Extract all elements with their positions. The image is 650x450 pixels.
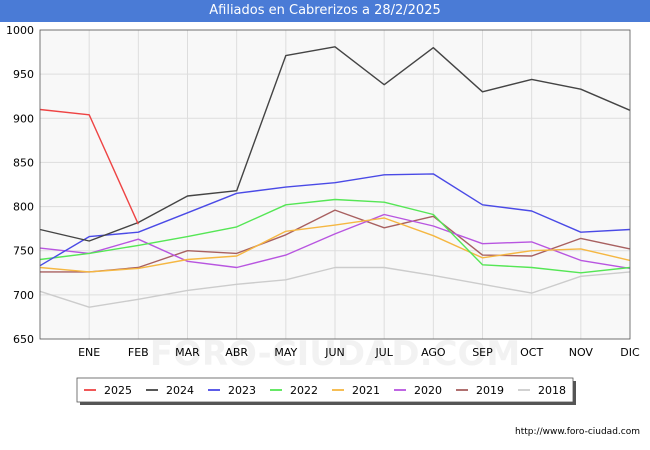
x-tick-label: FEB [128,346,149,359]
legend-label-2023: 2023 [228,384,256,397]
series-line-2018 [39,266,631,308]
y-tick-label: 950 [13,68,34,81]
x-tick-label: MAR [175,346,200,359]
x-tick-label: JUL [374,346,393,359]
legend-label-2024: 2024 [166,384,194,397]
y-tick-label: 850 [13,156,34,169]
x-tick-label: ABR [225,346,248,359]
y-tick-label: 900 [13,112,34,125]
x-tick-label: MAY [274,346,297,359]
series-line-2022 [39,198,631,274]
series-line-2020 [39,213,631,270]
chart-title: Afiliados en Cabrerizos a 28/2/2025 [0,0,650,22]
series-group [39,46,631,308]
legend-label-2018: 2018 [538,384,566,397]
watermark: FORO-CIUDAD.COM [150,334,521,374]
x-axis: ENE FEB MAR ABR MAY JUN JUL AGO SEP OCT NOV DIC [78,346,640,359]
source-url[interactable]: http://www.foro-ciudad.com [515,427,640,437]
y-tick-label: 700 [13,289,34,302]
x-tick-label: JUN [324,346,345,359]
x-tick-label: AGO [421,346,446,359]
legend-label-2022: 2022 [290,384,318,397]
legend-box [76,377,574,403]
legend-label-2025: 2025 [104,384,132,397]
x-tick-label: SEP [472,346,493,359]
legend-label-2021: 2021 [352,384,380,397]
y-tick-label: 650 [13,333,34,346]
legend-label-2020: 2020 [414,384,442,397]
y-tick-label: 800 [13,201,34,214]
x-tick-label: NOV [569,346,594,359]
x-tick-label: ENE [78,346,100,359]
y-axis: 650 700 750 800 850 900 950 1000 [6,24,34,346]
series-line-2023 [39,173,631,267]
legend-label-2019: 2019 [476,384,504,397]
y-tick-label: 750 [13,245,34,258]
legend: 2025 2024 2023 2022 2021 2020 2019 2018 [76,377,576,405]
series-line-2025 [39,108,139,225]
plot-frame [39,29,631,340]
x-tick-label: OCT [520,346,543,359]
x-tick-label: DIC [620,346,640,359]
series-line-2019 [40,209,631,273]
series-line-2021 [39,217,631,273]
y-tick-label: 1000 [6,24,34,37]
